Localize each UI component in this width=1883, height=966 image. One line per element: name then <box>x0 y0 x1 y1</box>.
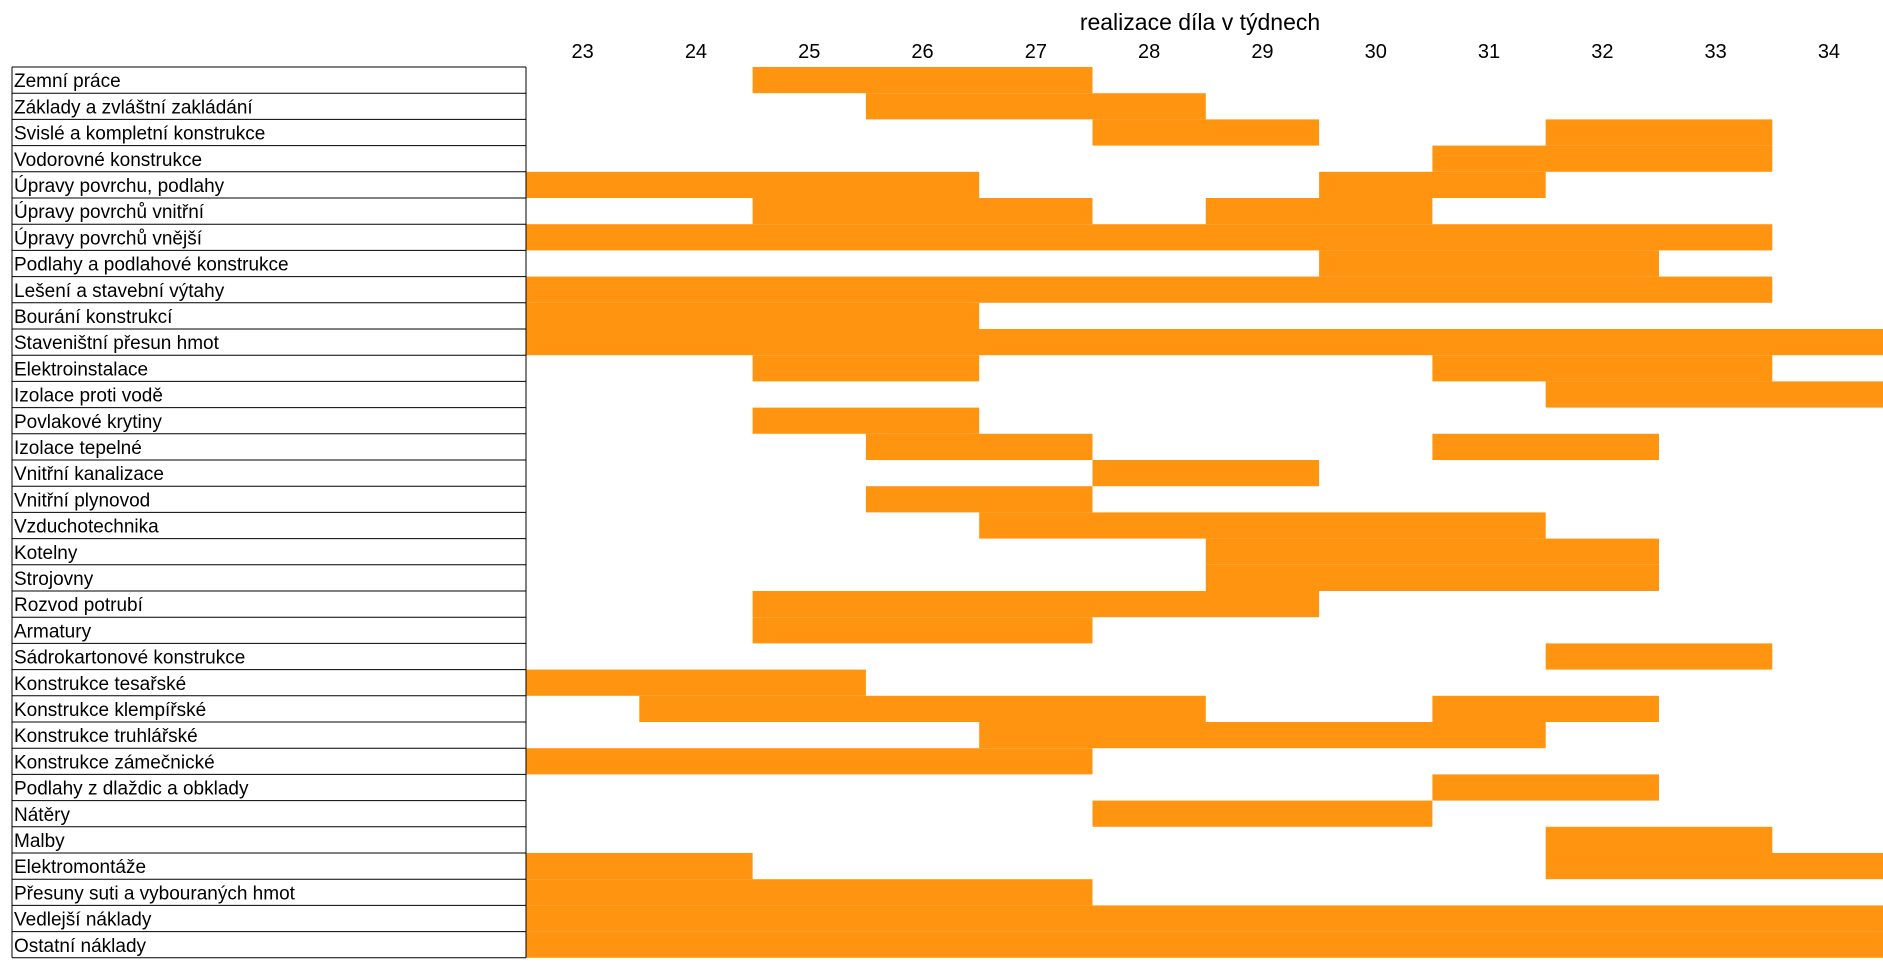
task-labels: Zemní práce Základy a zvláštní zakládání S… <box>14 71 296 957</box>
task-bar <box>1432 695 1659 722</box>
task-label: Vzduchotechnika <box>14 517 159 538</box>
task-bar <box>1092 800 1433 827</box>
task-label: Strojovny <box>14 569 94 590</box>
task-bar <box>1545 853 1883 880</box>
week-label-24: 24 <box>685 41 707 63</box>
task-bar <box>1432 355 1773 382</box>
task-bar <box>526 224 1773 251</box>
task-label: Elektroinstalace <box>14 359 148 380</box>
task-bar <box>1092 460 1320 487</box>
week-label-26: 26 <box>911 41 933 63</box>
task-label: Vedlejší náklady <box>14 910 152 931</box>
task-label: Izolace proti vodě <box>14 386 163 407</box>
week-label-29: 29 <box>1251 41 1273 63</box>
task-bar <box>979 512 1546 539</box>
week-label-32: 32 <box>1591 41 1613 63</box>
task-bar <box>1545 643 1773 670</box>
task-bar <box>752 67 1093 94</box>
task-label: Konstrukce klempířské <box>14 700 206 721</box>
task-bar <box>1319 171 1546 198</box>
task-label: Úpravy povrchů vnější <box>14 227 203 249</box>
week-label-28: 28 <box>1138 41 1160 63</box>
task-bar <box>526 879 1093 906</box>
task-bar <box>526 931 1883 958</box>
task-label: Bourání konstrukcí <box>14 307 173 328</box>
week-label-27: 27 <box>1025 41 1047 63</box>
task-label: Vnitřní kanalizace <box>14 464 164 485</box>
task-bar <box>1092 119 1320 146</box>
week-label-30: 30 <box>1365 41 1387 63</box>
week-label-33: 33 <box>1705 41 1727 63</box>
task-label: Sádrokartonové konstrukce <box>14 648 245 669</box>
task-label: Elektromontáže <box>14 857 146 878</box>
bars-layer <box>526 67 1883 958</box>
task-bar <box>865 486 1093 513</box>
task-bar <box>1545 381 1883 408</box>
week-label-34: 34 <box>1818 41 1840 63</box>
task-label: Konstrukce zámečnické <box>14 752 215 773</box>
task-bar <box>1432 145 1773 172</box>
task-bar <box>1545 826 1773 853</box>
task-bar <box>752 407 980 434</box>
task-bar <box>1205 538 1659 565</box>
task-label: Přesuny suti a vybouraných hmot <box>14 883 296 904</box>
task-label: Vodorovné konstrukce <box>14 150 202 171</box>
task-bar <box>639 695 1206 722</box>
task-bar <box>526 302 980 329</box>
task-bar <box>526 171 980 198</box>
week-label-23: 23 <box>572 41 594 63</box>
task-label: Povlakové krytiny <box>14 412 162 433</box>
task-bar <box>1432 774 1659 801</box>
task-label: Nátěry <box>14 805 70 826</box>
task-label: Ostatní náklady <box>14 936 147 957</box>
task-bar <box>526 853 753 880</box>
task-bar <box>1319 250 1659 277</box>
task-bar <box>526 748 1093 775</box>
task-bar <box>1205 564 1659 591</box>
task-label: Kotelny <box>14 543 78 564</box>
task-bar <box>526 276 1773 303</box>
task-bar <box>752 198 1093 225</box>
task-bar <box>526 905 1883 932</box>
task-bar <box>865 93 1206 120</box>
task-label: Základy a zvláštní zakládání <box>14 97 253 118</box>
week-label-25: 25 <box>798 41 820 63</box>
task-label: Konstrukce truhlářské <box>14 726 198 747</box>
week-axis: 23 24 25 26 27 28 29 30 31 32 33 34 <box>572 41 1841 63</box>
week-label-31: 31 <box>1478 41 1500 63</box>
task-label: Konstrukce tesařské <box>14 674 186 695</box>
task-label: Zemní práce <box>14 71 121 92</box>
chart-title: realizace díla v týdnech <box>1080 9 1320 35</box>
task-bar <box>526 329 1883 356</box>
task-bar <box>752 617 1093 644</box>
task-label: Malby <box>14 831 65 852</box>
task-label: Rozvod potrubí <box>14 595 144 616</box>
task-label: Podlahy z dlaždic a obklady <box>14 779 249 800</box>
task-bar <box>752 591 1320 618</box>
task-bar <box>1545 119 1773 146</box>
task-label: Vnitřní plynovod <box>14 490 150 511</box>
task-bar <box>1432 433 1659 460</box>
task-label: Úpravy povrchu, podlahy <box>14 175 225 197</box>
task-label: Lešení a stavební výtahy <box>14 281 225 302</box>
task-label: Podlahy a podlahové konstrukce <box>14 255 289 276</box>
task-bar <box>979 722 1546 749</box>
task-label: Armatury <box>14 621 92 642</box>
task-label: Úpravy povrchů vnitřní <box>14 201 205 223</box>
task-label: Izolace tepelné <box>14 438 142 459</box>
task-label: Svislé a kompletní konstrukce <box>14 124 265 145</box>
task-bar <box>865 433 1093 460</box>
task-label: Staveništní přesun hmot <box>14 333 220 354</box>
task-bar <box>1205 198 1433 225</box>
task-table <box>11 66 527 959</box>
task-bar <box>526 669 866 696</box>
task-bar <box>752 355 980 382</box>
